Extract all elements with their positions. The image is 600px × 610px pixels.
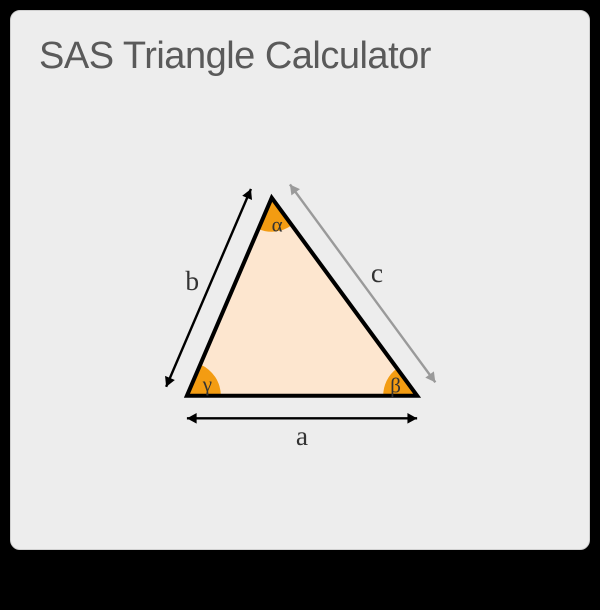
triangle-fill bbox=[187, 197, 417, 395]
label-beta: β bbox=[390, 373, 401, 397]
label-side-a: a bbox=[296, 421, 308, 451]
page-title: SAS Triangle Calculator bbox=[11, 11, 589, 88]
dim-a-arrow bbox=[187, 413, 197, 424]
diagram-container: α γ β a b c bbox=[11, 88, 589, 549]
label-side-b: b bbox=[185, 265, 199, 295]
triangle-diagram: α γ β a b c bbox=[90, 149, 510, 489]
dim-c-arrow bbox=[290, 184, 300, 195]
label-side-c: c bbox=[371, 257, 383, 287]
dim-a-arrow bbox=[407, 413, 417, 424]
calculator-card: SAS Triangle Calculator α γ β a b c bbox=[10, 10, 590, 550]
label-gamma: γ bbox=[202, 371, 212, 395]
dim-c-arrow bbox=[425, 371, 435, 382]
label-alpha: α bbox=[272, 212, 283, 236]
